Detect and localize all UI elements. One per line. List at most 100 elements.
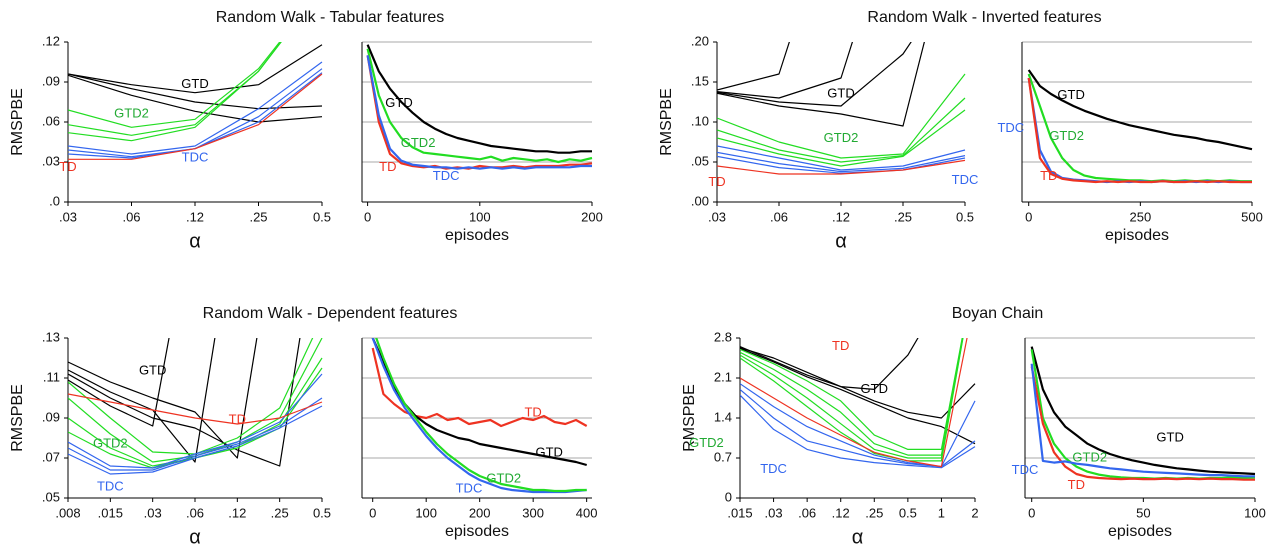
x-tick-label: .25 (249, 209, 267, 224)
y-tick-label: .0 (49, 193, 60, 208)
annotation: TD (229, 411, 246, 426)
y-tick-label: 0.7 (714, 449, 732, 464)
series-line (717, 42, 790, 91)
annotation: GTD2 (1072, 449, 1107, 464)
annotation: GTD (139, 362, 166, 377)
x-tick-label: 0.5 (313, 209, 331, 224)
x-tick-label: 0.5 (956, 209, 974, 224)
series-line (740, 338, 964, 459)
y-axis-label: RMSPBE (9, 384, 26, 452)
series-line (717, 42, 925, 127)
y-tick-label: .13 (42, 329, 60, 344)
x-tick-label: 200 (581, 209, 603, 224)
series-line (68, 338, 258, 459)
series-line (740, 338, 919, 390)
series-line (1027, 69, 1253, 151)
series-line (371, 338, 587, 494)
x-tick-label: .03 (708, 209, 726, 224)
chart-title: Random Walk - Dependent features (203, 305, 458, 322)
subplot: 0 50 100 episodes GTD GTD2 TDC TD (1012, 337, 1266, 540)
y-tick-label: .20 (691, 33, 709, 48)
y-tick-label: .10 (691, 113, 709, 128)
series-line (717, 155, 966, 174)
x-axis-label: α (189, 526, 201, 548)
series-line (740, 394, 976, 469)
x-tick-label: .03 (144, 505, 162, 520)
y-tick-label: .07 (42, 449, 60, 464)
lines (740, 338, 976, 469)
x-tick-label: .25 (271, 505, 289, 520)
series-line (717, 109, 966, 167)
subplot: Random Walk - Inverted features .00 .05 .10… (658, 9, 1101, 252)
x-tick-label: 200 (469, 505, 491, 520)
x-tick-label: 50 (1136, 505, 1150, 520)
y-tick-label: 2.8 (714, 329, 732, 344)
series-line (740, 346, 976, 419)
y-tick-label: .00 (691, 193, 709, 208)
lines (1027, 69, 1253, 184)
y-axis-label: RMSPBE (658, 88, 675, 156)
series-line (68, 338, 314, 455)
annotation: GTD2 (93, 435, 128, 450)
series-line (717, 42, 912, 107)
x-axis-label: episodes (445, 523, 509, 540)
x-tick-label: 0 (1028, 505, 1035, 520)
annotation: TD (832, 338, 849, 353)
subplot: Boyan Chain 0 0.7 1.4 2.1 2.8 .015 .03 .06 .12 .25… (681, 305, 1044, 548)
annotation: GTD (1156, 429, 1183, 444)
y-axis-label: RMSPBE (9, 88, 26, 156)
y-tick-label: .03 (42, 153, 60, 168)
y-tick-label: .11 (43, 369, 60, 384)
series-line (366, 55, 593, 170)
y-tick-label: .15 (691, 73, 709, 88)
annotation: TD (1068, 477, 1085, 492)
x-tick-label: .12 (186, 209, 204, 224)
y-axis-label: RMSPBE (681, 384, 698, 452)
series-line (68, 405, 323, 475)
x-tick-label: .12 (228, 505, 246, 520)
annotation: GTD (535, 444, 562, 459)
annotation: GTD (181, 76, 208, 91)
series-line (68, 73, 323, 160)
annotation: GTD2 (824, 130, 859, 145)
x-tick-label: .06 (186, 505, 204, 520)
series-line (1030, 366, 1255, 481)
annotation: GTD2 (689, 435, 724, 450)
x-tick-label: .03 (765, 505, 783, 520)
x-tick-label: 500 (1241, 209, 1263, 224)
series-line (717, 151, 966, 173)
annotation: TDC (456, 480, 483, 495)
series-line (717, 73, 966, 159)
subplot: 0 250 500 episodes GTD GTD2 TDC TD (997, 41, 1263, 244)
x-tick-label: .25 (865, 505, 883, 520)
series-line (717, 97, 966, 163)
x-axis-label: α (835, 230, 847, 252)
y-tick-label: .09 (42, 409, 60, 424)
annotation: GTD2 (1049, 128, 1084, 143)
x-tick-label: 100 (469, 209, 491, 224)
series-line (68, 373, 323, 469)
annotation: TDC (97, 478, 124, 493)
x-tick-label: .12 (832, 505, 850, 520)
series-line (366, 44, 592, 154)
series-line (68, 393, 323, 425)
chart-title: Boyan Chain (952, 305, 1044, 322)
series-line (68, 397, 323, 471)
annotation: GTD (827, 85, 854, 100)
lines (68, 338, 323, 475)
x-tick-label: .25 (894, 209, 912, 224)
x-tick-label: 300 (522, 505, 544, 520)
x-tick-label: 1 (938, 505, 945, 520)
annotation: GTD (1057, 87, 1084, 102)
x-tick-label: 0 (369, 505, 376, 520)
annotation: TD (708, 174, 725, 189)
chart-title: Random Walk - Tabular features (216, 9, 445, 26)
y-tick-label: .09 (42, 73, 60, 88)
y-tick-label: .12 (42, 33, 60, 48)
annotation: GTD (385, 95, 412, 110)
annotation: GTD2 (401, 135, 436, 150)
series-line (740, 338, 964, 456)
series-line (1027, 77, 1252, 184)
series-line (68, 42, 282, 142)
